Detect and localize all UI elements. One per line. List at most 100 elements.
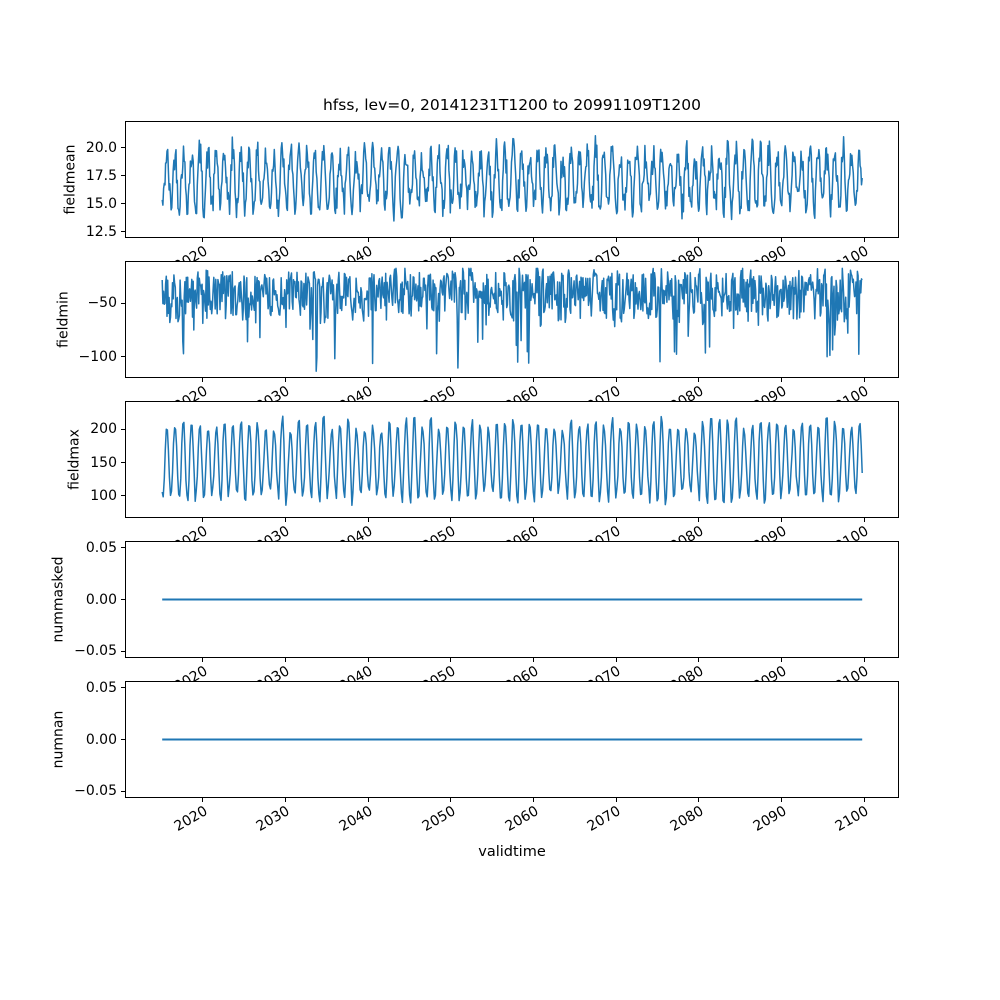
x-tick <box>781 798 783 802</box>
subplot-fieldmean <box>125 121 899 238</box>
x-tick <box>202 658 204 662</box>
x-tick <box>615 798 617 802</box>
y-axis-label-fieldmean: fieldmean <box>62 144 79 215</box>
x-tick <box>615 238 617 242</box>
y-tick-label: −50 <box>87 295 117 312</box>
x-tick <box>781 518 783 522</box>
y-axis-label-numnan: numnan <box>50 710 67 769</box>
y-tick-label: 200 <box>90 421 117 438</box>
x-tick <box>367 658 369 662</box>
y-tick-label: 20.0 <box>85 139 117 156</box>
x-tick <box>533 378 534 382</box>
x-tick <box>533 518 534 522</box>
subplot-numnan <box>125 681 899 798</box>
x-tick-label: 2090 <box>750 803 790 835</box>
x-tick-label: 2020 <box>171 803 211 835</box>
x-tick-label: 2060 <box>502 803 541 835</box>
x-tick-label: 2070 <box>584 803 624 835</box>
y-tick <box>121 428 125 430</box>
x-tick <box>698 238 700 242</box>
x-tick <box>781 378 783 382</box>
subplot-nummasked <box>125 541 899 658</box>
subplot-fieldmax <box>125 401 899 518</box>
x-tick <box>450 378 452 382</box>
subplot-fieldmin <box>125 261 899 378</box>
y-axis-label-fieldmax: fieldmax <box>66 429 83 490</box>
x-tick <box>533 238 534 242</box>
x-tick <box>284 658 286 662</box>
figure-title: hfss, lev=0, 20141231T1200 to 20991109T1… <box>322 96 702 114</box>
x-tick <box>615 518 617 522</box>
x-tick <box>863 798 865 802</box>
y-tick <box>121 495 125 497</box>
y-tick-label: −100 <box>78 348 117 365</box>
x-tick <box>450 518 452 522</box>
y-tick-label: 150 <box>90 454 117 471</box>
y-tick-label: 17.5 <box>85 167 117 184</box>
x-tick <box>202 518 204 522</box>
x-tick <box>698 518 700 522</box>
x-tick-label: 2040 <box>336 803 376 835</box>
x-tick <box>781 238 783 242</box>
y-tick-label: −0.05 <box>74 643 117 660</box>
y-axis-label-nummasked: nummasked <box>50 556 67 643</box>
y-tick-label: 0.00 <box>85 731 117 748</box>
y-tick <box>121 790 125 792</box>
x-tick <box>615 658 617 662</box>
y-tick-label: 12.5 <box>85 223 117 240</box>
y-tick-label: 100 <box>90 487 117 504</box>
y-tick <box>121 203 125 205</box>
x-tick-label: 2050 <box>419 803 459 835</box>
y-tick <box>121 739 125 740</box>
x-tick <box>450 658 452 662</box>
x-tick <box>367 798 369 802</box>
x-tick-label: 2080 <box>667 803 707 835</box>
y-tick-label: 15.0 <box>85 195 117 212</box>
x-tick <box>698 378 700 382</box>
y-tick-label: −0.05 <box>74 783 117 800</box>
x-tick-label: 2030 <box>254 803 293 835</box>
x-tick <box>450 238 452 242</box>
x-tick <box>367 378 369 382</box>
x-tick <box>863 238 865 242</box>
y-tick <box>121 175 125 177</box>
x-tick <box>863 658 865 662</box>
y-tick <box>121 356 125 358</box>
y-tick-label: 0.05 <box>85 679 117 696</box>
y-tick <box>121 687 125 689</box>
x-tick <box>367 518 369 522</box>
y-tick <box>121 462 125 463</box>
series-line-fieldmax <box>161 415 863 507</box>
x-tick <box>202 798 204 802</box>
x-tick <box>533 798 534 802</box>
x-tick <box>202 238 204 242</box>
x-tick <box>863 518 865 522</box>
x-tick <box>284 378 286 382</box>
x-tick <box>698 658 700 662</box>
y-tick-label: 0.05 <box>85 539 117 556</box>
x-tick <box>284 798 286 802</box>
x-axis-label: validtime <box>478 844 546 860</box>
x-tick <box>284 518 286 522</box>
y-tick <box>121 547 125 549</box>
x-tick <box>450 798 452 802</box>
y-axis-label-fieldmin: fieldmin <box>55 291 72 348</box>
x-tick <box>202 378 204 382</box>
x-tick <box>781 658 783 662</box>
series-line-fieldmin <box>161 267 863 372</box>
y-tick <box>121 650 125 652</box>
x-tick <box>284 238 286 242</box>
x-tick <box>615 378 617 382</box>
series-line-fieldmean <box>161 135 863 222</box>
x-tick <box>533 658 534 662</box>
x-tick-label: 2100 <box>832 803 872 835</box>
y-tick-label: 0.00 <box>85 591 117 608</box>
x-tick <box>863 378 865 382</box>
x-tick <box>367 238 369 242</box>
y-tick <box>121 231 125 233</box>
y-tick <box>121 302 125 304</box>
y-tick <box>121 147 125 149</box>
y-tick <box>121 599 125 600</box>
x-tick <box>698 798 700 802</box>
